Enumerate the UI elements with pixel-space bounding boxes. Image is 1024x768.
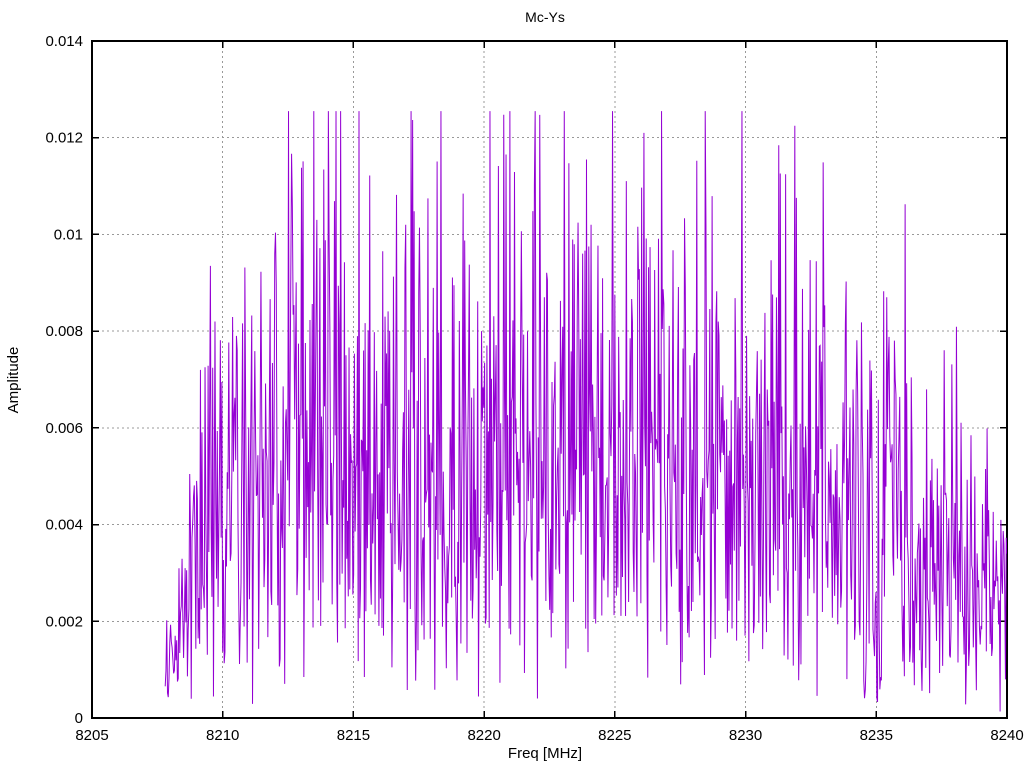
x-tick-label: 8235 xyxy=(860,727,893,744)
y-tick-label: 0.014 xyxy=(45,33,83,50)
x-tick-label: 8230 xyxy=(729,727,762,744)
x-tick-label: 8240 xyxy=(990,727,1023,744)
y-tick-label: 0 xyxy=(75,710,83,727)
y-tick-label: 0.008 xyxy=(45,323,83,340)
plot-frame xyxy=(91,40,1008,719)
y-tick-label: 0.01 xyxy=(54,226,83,243)
x-tick-label: 8220 xyxy=(467,727,500,744)
y-tick-label: 0.004 xyxy=(45,517,83,534)
x-tick-label: 8215 xyxy=(337,727,370,744)
y-axis-label: Amplitude xyxy=(5,347,22,414)
tick-labels: 0 0.002 0.004 0.006 0.008 0.01 0.012 0.014 8205 8… xyxy=(45,33,1023,744)
spectrum-trace xyxy=(164,111,1007,712)
y-tick-label: 0.012 xyxy=(45,130,83,147)
spectrum-curve xyxy=(164,111,1007,712)
chart-title: Mc-Ys xyxy=(525,9,565,25)
y-tick-label: 0.002 xyxy=(45,613,83,630)
y-tick-label: 0.006 xyxy=(45,420,83,437)
x-tick-label: 8205 xyxy=(75,727,108,744)
x-tick-label: 8225 xyxy=(598,727,631,744)
x-axis-label: Freq [MHz] xyxy=(508,745,582,762)
x-tick-label: 8210 xyxy=(206,727,239,744)
